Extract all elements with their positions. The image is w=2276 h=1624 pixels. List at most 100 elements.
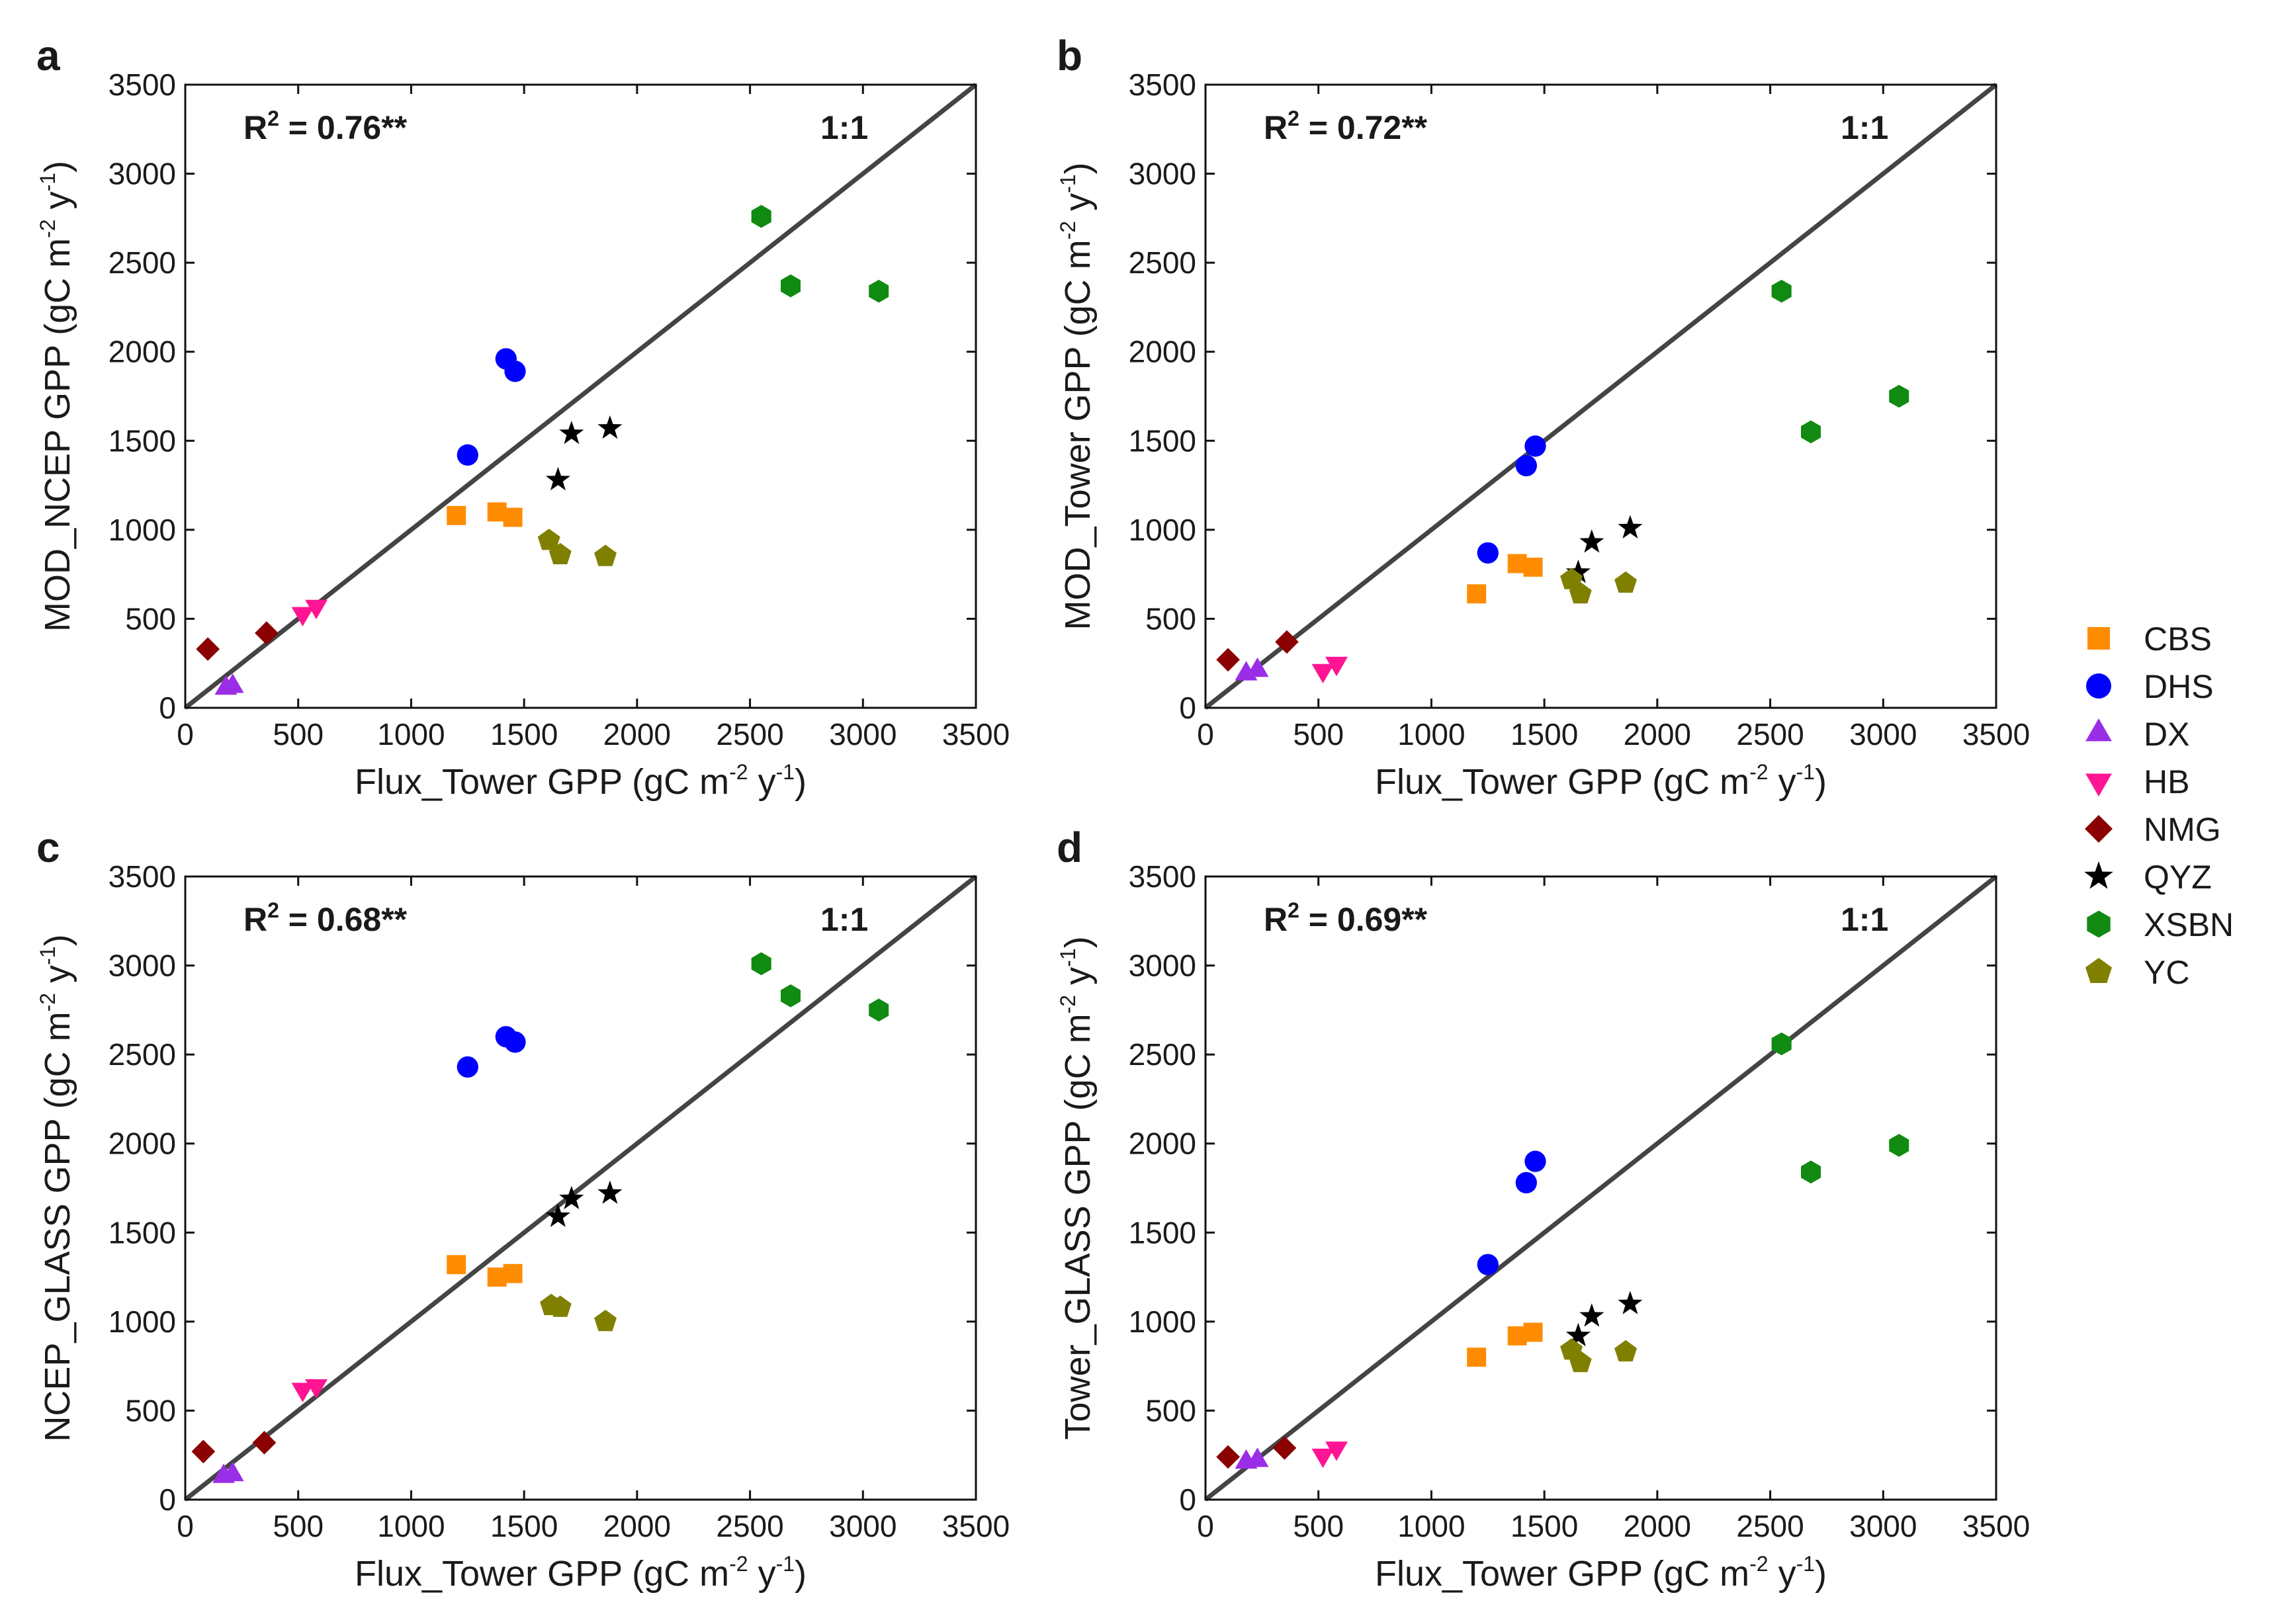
point-dhs (1477, 542, 1499, 564)
point-nmg (1216, 648, 1240, 672)
x-tick-label: 500 (1293, 1509, 1344, 1543)
point-nmg (1272, 1436, 1297, 1460)
point-dhs (504, 361, 526, 382)
point-xsbn (781, 274, 801, 298)
legend-label: DX (2144, 716, 2189, 753)
point-dhs (1524, 1150, 1546, 1172)
y-tick-label: 500 (1145, 1393, 1196, 1428)
point-nmg (252, 1431, 277, 1455)
y-tick-label: 3500 (1129, 859, 1196, 894)
point-dhs (1515, 454, 1537, 477)
point-hb (1325, 1441, 1348, 1461)
legend-item-cbs: CBS (2087, 620, 2212, 658)
legend-marker-qyz (2084, 861, 2113, 889)
x-tick-label: 1500 (1510, 717, 1578, 751)
x-tick-label: 1000 (377, 717, 445, 751)
point-qyz (545, 466, 570, 491)
panel-c: 0 500 1000 1500 2000 2500 3000 3500 0 500 1000 1500… (36, 824, 1010, 1594)
point-hb (1311, 663, 1335, 683)
r-squared-annotation: R2 = 0.68** (243, 898, 408, 938)
x-tick-label: 0 (177, 1509, 194, 1543)
r-squared-annotation: R2 = 0.76** (243, 107, 408, 146)
point-qyz (1618, 515, 1643, 538)
legend-marker-nmg (2085, 815, 2113, 843)
y-tick-label: 2000 (1129, 335, 1196, 369)
legend-marker-cbs (2087, 627, 2110, 650)
point-xsbn (751, 952, 771, 976)
legend-marker-xsbn (2087, 910, 2111, 938)
plot-frame (1204, 875, 1997, 1501)
point-dhs (457, 444, 478, 466)
x-tick-label: 3500 (942, 1509, 1010, 1543)
point-cbs (1467, 584, 1487, 604)
point-yc (1569, 1350, 1592, 1373)
y-tick-label: 0 (1179, 691, 1196, 725)
y-tick-label: 2000 (109, 335, 176, 369)
point-xsbn (751, 204, 771, 228)
point-dx (1246, 1447, 1269, 1467)
plot-frame (184, 875, 977, 1501)
legend-item-yc: YC (2085, 954, 2189, 991)
one-to-one-label: 1:1 (820, 109, 868, 146)
y-tick-label: 1000 (109, 1304, 176, 1339)
point-yc (594, 544, 617, 566)
point-dhs (504, 1031, 526, 1053)
point-dhs (1477, 1254, 1499, 1275)
y-tick-label: 500 (125, 1393, 176, 1428)
legend-label: NMG (2144, 811, 2221, 848)
one-to-one-label: 1:1 (1841, 109, 1888, 146)
x-tick-label: 2000 (1624, 717, 1691, 751)
x-tick-label: 0 (177, 717, 194, 751)
x-tick-label: 3000 (1849, 1509, 1917, 1543)
point-cbs (1523, 557, 1543, 577)
point-cbs (503, 507, 523, 527)
point-dhs (1524, 435, 1546, 457)
legend-label: HB (2144, 763, 2189, 800)
y-tick-label: 1000 (1129, 1304, 1196, 1339)
point-yc (1560, 568, 1583, 589)
y-tick-label: 1500 (1129, 423, 1196, 458)
point-xsbn (869, 998, 889, 1022)
y-tick-label: 3000 (1129, 949, 1196, 983)
r-squared-annotation: R2 = 0.69** (1264, 898, 1428, 938)
y-tick-label: 0 (159, 691, 176, 725)
plot-frame (1204, 83, 1997, 709)
y-tick-label: 3500 (109, 859, 176, 894)
legend: CBS DHS DX HB NMG QYZ XSBN YC (2084, 620, 2234, 991)
x-tick-label: 1000 (1397, 717, 1465, 751)
point-cbs (447, 1255, 466, 1275)
y-axis-label: Tower_GLASS GPP (gC m-2 y-1) (1056, 936, 1098, 1439)
point-hb (1325, 656, 1348, 677)
point-qyz (1565, 559, 1591, 583)
point-qyz (545, 1203, 570, 1227)
one-to-one-line (183, 875, 978, 1502)
x-tick-label: 1000 (377, 1509, 445, 1543)
legend-label: XSBN (2144, 906, 2234, 943)
point-yc (548, 1295, 572, 1317)
x-tick-label: 2500 (1736, 717, 1804, 751)
y-tick-label: 3000 (1129, 157, 1196, 191)
x-tick-label: 2000 (603, 717, 671, 751)
point-dx (221, 673, 244, 693)
x-tick-label: 3500 (942, 717, 1010, 751)
legend-item-nmg: NMG (2085, 811, 2221, 848)
y-tick-label: 2500 (1129, 1037, 1196, 1072)
point-qyz (597, 1180, 623, 1204)
point-cbs (503, 1263, 523, 1283)
point-dx (1246, 657, 1269, 677)
x-tick-label: 3000 (829, 717, 897, 751)
panel-label: d (1057, 824, 1082, 871)
point-xsbn (869, 279, 889, 303)
panel-label: c (36, 824, 60, 871)
y-tick-label: 3000 (109, 157, 176, 191)
x-tick-label: 1500 (490, 1509, 558, 1543)
x-axis-label: Flux_Tower GPP (gC m-2 y-1) (355, 760, 807, 802)
point-qyz (559, 421, 584, 445)
point-qyz (1579, 1303, 1604, 1327)
y-axis-label: MOD_NCEP GPP (gC m-2 y-1) (36, 161, 77, 632)
point-qyz (1565, 1322, 1591, 1347)
panel-a: 0 500 1000 1500 2000 2500 3000 3500 0 500 1000 1500… (36, 32, 1010, 802)
y-tick-label: 0 (1179, 1482, 1196, 1517)
point-dhs (1515, 1172, 1537, 1194)
